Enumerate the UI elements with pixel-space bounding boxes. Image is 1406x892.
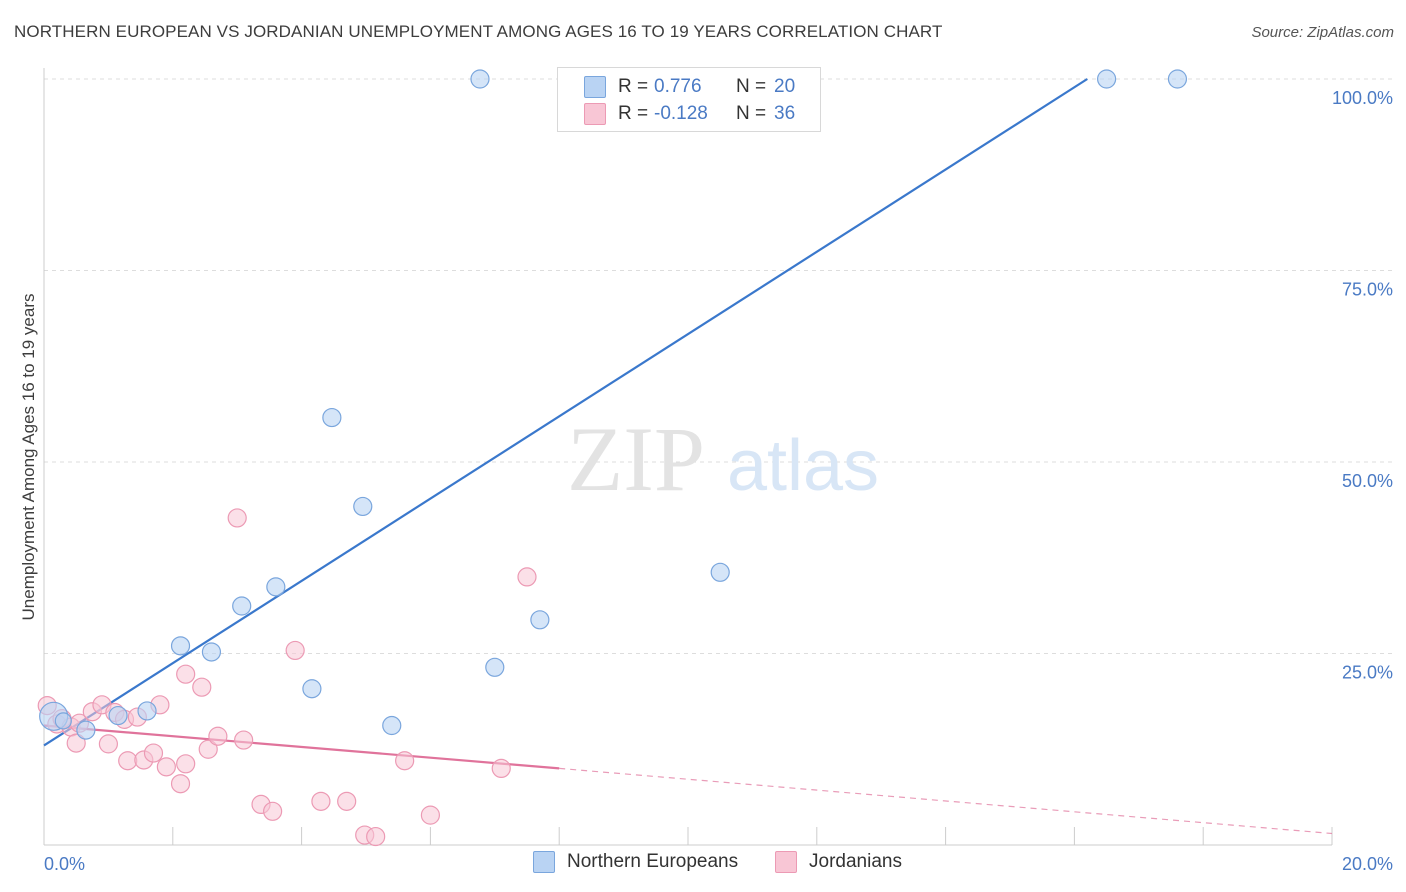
source-credit: Source: ZipAtlas.com: [1251, 24, 1394, 41]
x-tick-label: 20.0%: [1342, 854, 1393, 874]
point-northern-europeans: [201, 642, 222, 662]
point-northern-europeans: [470, 69, 490, 89]
y-tick-label: 100.0%: [1332, 88, 1393, 108]
trendline-jordanians-extension: [559, 767, 1333, 835]
watermark-zip: ZIP: [567, 408, 705, 510]
point-northern-europeans: [108, 705, 128, 726]
point-jordanians: [285, 640, 305, 661]
point-jordanians: [143, 743, 164, 763]
bottom-legend-swatch-blue: [533, 851, 555, 873]
point-northern-europeans: [137, 701, 157, 721]
point-jordanians: [420, 805, 440, 825]
point-northern-europeans: [76, 720, 96, 740]
watermark-atlas: atlas: [727, 426, 879, 506]
watermark: ZIP atlas: [567, 408, 879, 510]
chart-title: NORTHERN EUROPEAN VS JORDANIAN UNEMPLOYM…: [14, 22, 943, 41]
point-jordanians: [208, 726, 228, 746]
legend-r-value: -0.128: [654, 103, 708, 124]
point-northern-europeans: [322, 407, 342, 428]
point-jordanians: [263, 801, 283, 821]
point-jordanians: [366, 826, 386, 847]
legend-n-label: N =: [736, 76, 767, 97]
point-jordanians: [170, 774, 191, 794]
point-northern-europeans: [1167, 69, 1188, 89]
legend-n-value: 36: [774, 103, 796, 124]
point-northern-europeans: [232, 596, 252, 616]
bottom-legend-northern-europeans: Northern Europeans: [533, 851, 738, 873]
y-tick-label: 25.0%: [1342, 663, 1393, 683]
legend-swatch-pink: [584, 103, 606, 125]
point-jordanians: [176, 754, 196, 774]
legend-r-value: 0.776: [654, 76, 702, 97]
point-jordanians: [98, 734, 119, 754]
y-tick-label: 75.0%: [1342, 280, 1393, 300]
point-jordanians: [176, 664, 196, 684]
y-axis-label: Unemployment Among Ages 16 to 19 years: [19, 294, 38, 621]
trendline-jordanians: [43, 724, 560, 770]
point-northern-europeans: [266, 577, 286, 597]
point-jordanians: [198, 739, 218, 759]
point-jordanians: [227, 508, 247, 528]
point-northern-europeans: [54, 712, 72, 730]
point-northern-europeans: [170, 636, 191, 656]
point-jordanians: [311, 791, 331, 811]
point-jordanians: [491, 758, 511, 779]
trendline-northern-europeans: [43, 78, 1088, 747]
stats-legend: R = 0.776 N = 20 R = -0.128 N = 36: [557, 67, 821, 132]
point-jordanians: [234, 730, 254, 750]
point-jordanians: [66, 733, 86, 753]
point-jordanians: [118, 751, 138, 771]
point-northern-europeans: [485, 657, 505, 677]
point-northern-europeans: [530, 610, 550, 630]
point-northern-europeans: [353, 496, 373, 517]
bottom-legend-swatch-pink: [775, 851, 797, 873]
legend-r-label: R =: [618, 103, 649, 124]
bottom-legend-label: Northern Europeans: [567, 851, 739, 872]
bottom-legend-label: Jordanians: [809, 851, 902, 872]
point-northern-europeans: [1096, 69, 1117, 89]
point-jordanians: [337, 791, 357, 811]
point-northern-europeans: [302, 679, 322, 699]
point-jordanians: [192, 677, 212, 697]
point-northern-europeans: [710, 562, 730, 582]
legend-r-label: R =: [618, 76, 649, 97]
axis-layer: 25.0% 50.0% 75.0% 100.0% 0.0% 20.0%: [43, 68, 1393, 874]
legend-row-jordanians: R = -0.128 N = 36: [584, 101, 795, 127]
point-jordanians: [517, 567, 537, 587]
y-tick-label: 50.0%: [1342, 471, 1393, 491]
point-jordanians: [156, 757, 176, 777]
legend-row-northern-europeans: R = 0.776 N = 20: [584, 74, 795, 100]
trend-layer: [43, 78, 1333, 835]
legend-swatch-blue: [584, 76, 606, 98]
point-jordanians: [395, 751, 415, 771]
x-tick-label: 0.0%: [44, 854, 85, 874]
legend-n-value: 20: [774, 76, 796, 97]
point-northern-europeans: [382, 715, 402, 736]
bottom-legend-jordanians: Jordanians: [775, 851, 902, 873]
legend-n-label: N =: [736, 103, 767, 124]
